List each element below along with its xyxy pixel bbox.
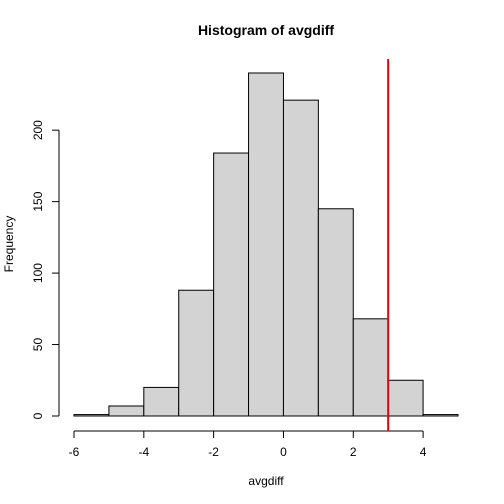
- y-tick-label: 200: [31, 120, 45, 140]
- x-tick-label: 4: [420, 445, 427, 459]
- histogram-bar: [317, 208, 354, 417]
- histogram-bar: [387, 379, 424, 417]
- histogram-bar: [213, 152, 250, 417]
- y-tick-label: 0: [31, 412, 45, 419]
- x-tick-label: 2: [350, 445, 357, 459]
- histogram-bar: [248, 72, 284, 417]
- y-tick-label: 50: [31, 338, 45, 352]
- x-tick-label: -4: [138, 445, 149, 459]
- y-axis: 0 50 100 150 200: [31, 120, 60, 419]
- chart-title: Histogram of avgdiff: [198, 22, 334, 38]
- x-axis: -6 -4 -2 0 2 4: [69, 430, 427, 459]
- x-axis-label: avgdiff: [248, 474, 284, 488]
- histogram-bar: [73, 414, 110, 417]
- histogram-bar: [422, 414, 459, 417]
- histogram-bar: [282, 99, 319, 417]
- x-tick-label: -6: [69, 445, 80, 459]
- x-tick-label: -2: [208, 445, 219, 459]
- bars: [73, 72, 459, 417]
- histogram-bar: [352, 318, 389, 417]
- y-tick-label: 100: [31, 263, 45, 283]
- histogram-bar: [143, 386, 180, 417]
- histogram-bar: [178, 289, 215, 417]
- y-tick-label: 150: [31, 191, 45, 211]
- y-axis-label: Frequency: [2, 216, 16, 273]
- histogram-bar: [108, 405, 145, 417]
- x-tick-label: 0: [280, 445, 287, 459]
